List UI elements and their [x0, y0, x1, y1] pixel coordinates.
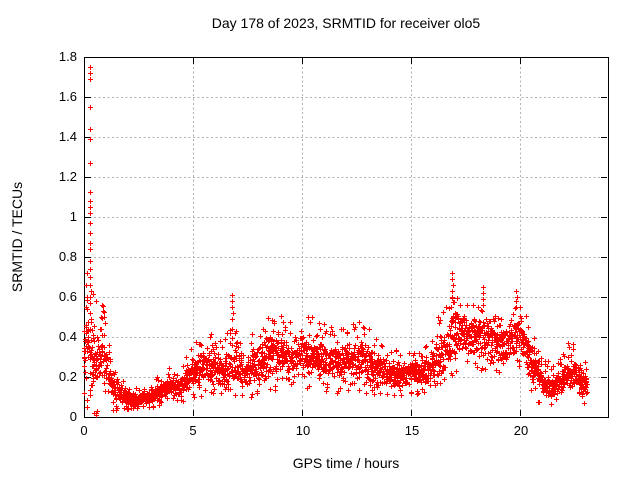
x-tick-label: 20	[513, 423, 529, 438]
y-tick-label: 1.6	[58, 89, 77, 104]
axis-border-and-ticks	[84, 57, 609, 418]
y-tick-label: 0.2	[58, 369, 77, 384]
x-tick-label: 10	[295, 423, 311, 438]
y-tick-label: 1	[69, 209, 77, 224]
x-tick-label: 5	[189, 423, 197, 438]
y-tick-label: 1.8	[58, 49, 77, 64]
grid-lines	[85, 58, 607, 416]
y-tick-label: 0.4	[58, 329, 77, 344]
chart-title: Day 178 of 2023, SRMTID for receiver olo…	[211, 15, 481, 31]
y-tick-label: 0.6	[58, 289, 77, 304]
scatter-markers	[82, 65, 590, 418]
x-tick-label: 0	[80, 423, 88, 438]
y-tick-label: 0	[69, 409, 77, 424]
x-axis-label: GPS time / hours	[292, 455, 400, 471]
x-tick-label: 15	[404, 423, 420, 438]
y-tick-label: 0.8	[58, 249, 77, 264]
y-tick-label: 1.4	[58, 129, 77, 144]
y-axis-label: SRMTID / TECUs	[9, 181, 25, 293]
y-tick-label: 1.2	[58, 169, 77, 184]
